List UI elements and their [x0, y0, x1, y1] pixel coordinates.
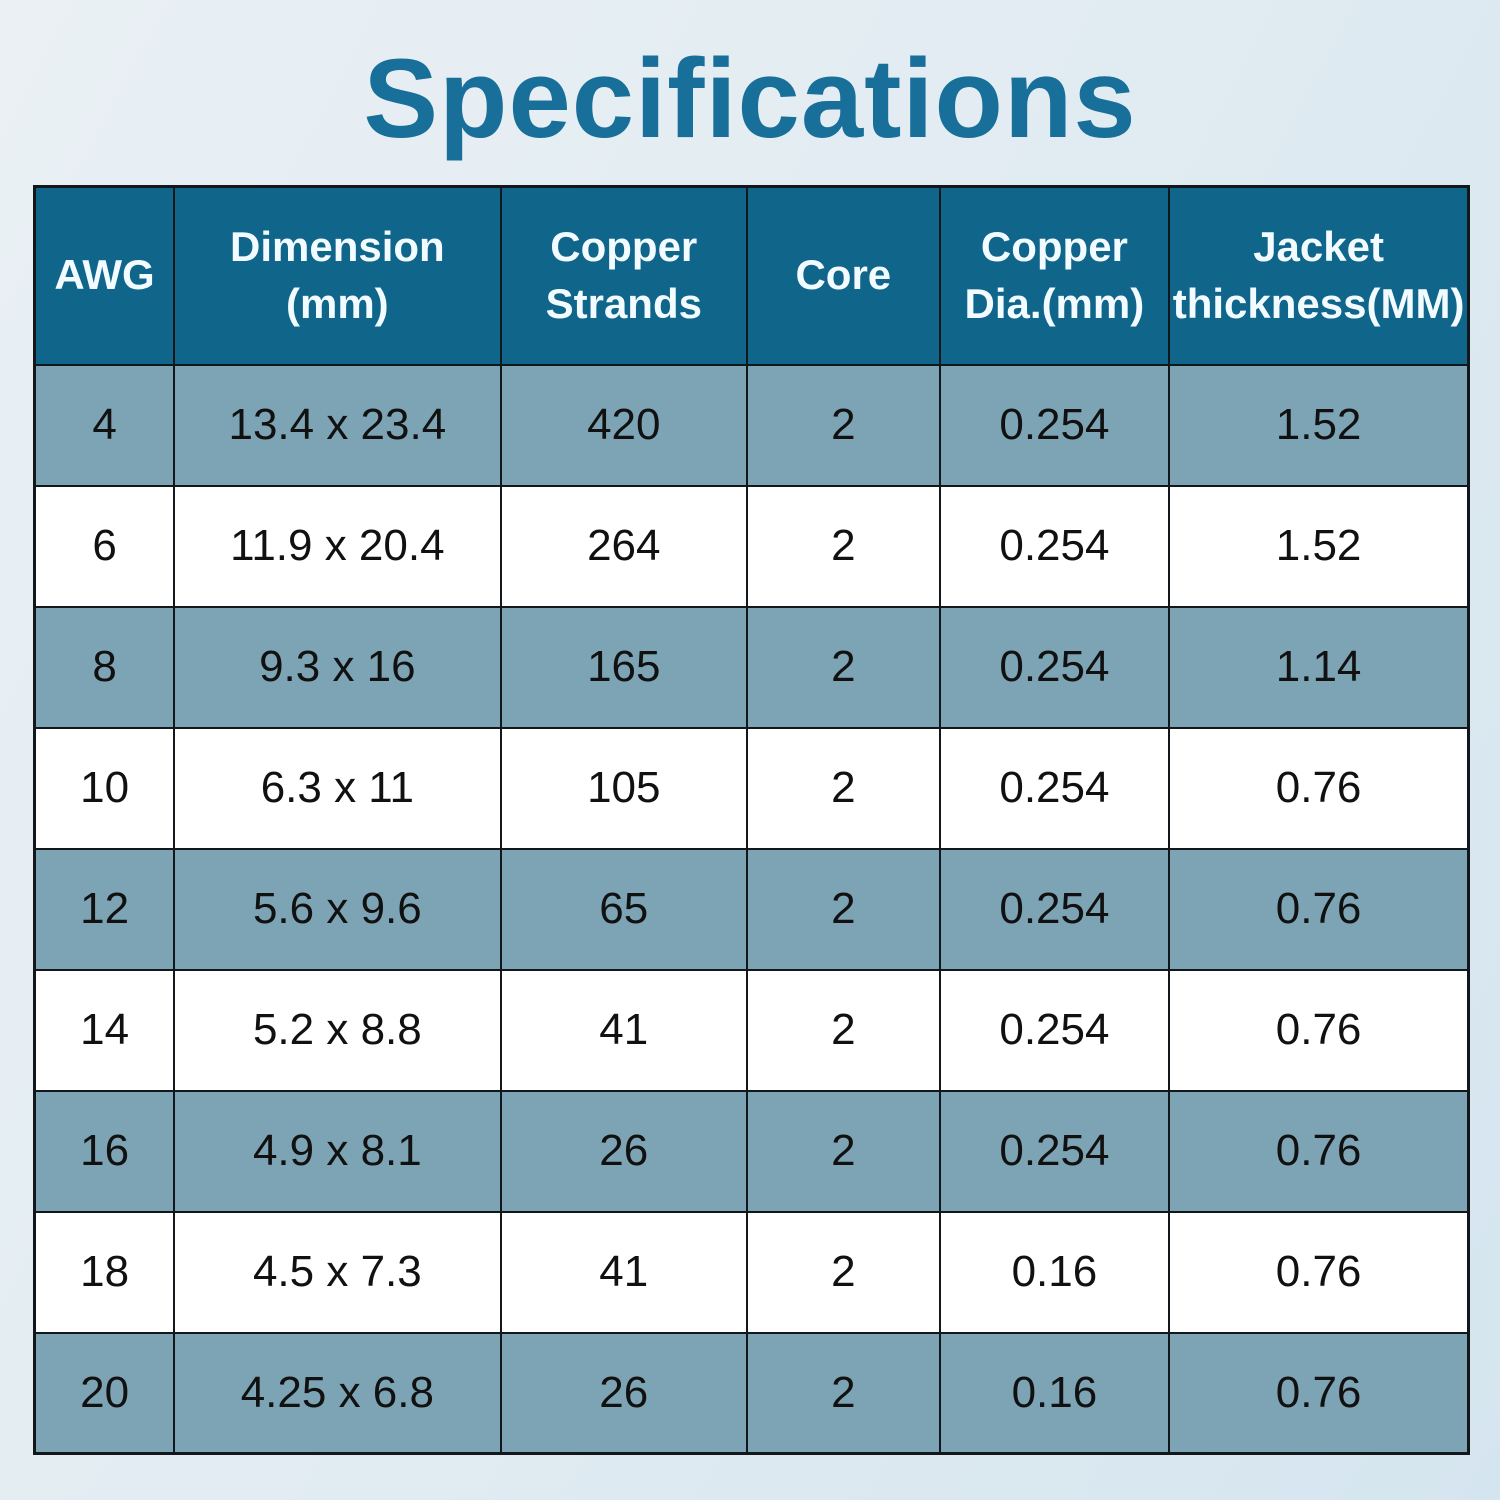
cell-dimension: 9.3 x 16 [173, 605, 502, 729]
cell-copper-strands: 264 [499, 484, 749, 608]
cell-awg: 8 [33, 605, 176, 729]
table-row: 12 5.6 x 9.6 65 2 0.254 0.76 [33, 847, 1470, 971]
cell-jacket-thickness: 0.76 [1168, 1331, 1470, 1455]
table-row: 4 13.4 x 23.4 420 2 0.254 1.52 [33, 363, 1470, 487]
cell-awg: 12 [33, 847, 176, 971]
spec-table-header: AWG Dimension (mm) Copper Strands Core C… [33, 185, 1470, 366]
cell-dimension: 4.9 x 8.1 [173, 1089, 502, 1213]
cell-dimension: 11.9 x 20.4 [173, 484, 502, 608]
cell-core: 2 [746, 968, 941, 1092]
cell-dimension: 4.5 x 7.3 [173, 1210, 502, 1334]
cell-awg: 18 [33, 1210, 176, 1334]
spec-table-body: 4 13.4 x 23.4 420 2 0.254 1.52 6 11.9 x … [33, 363, 1470, 1455]
cell-awg: 14 [33, 968, 176, 1092]
table-row: 14 5.2 x 8.8 41 2 0.254 0.76 [33, 968, 1470, 1092]
cell-jacket-thickness: 0.76 [1168, 726, 1470, 850]
cell-copper-dia: 0.254 [938, 726, 1171, 850]
table-row: 18 4.5 x 7.3 41 2 0.16 0.76 [33, 1210, 1470, 1334]
cell-copper-strands: 165 [499, 605, 749, 729]
spec-table: AWG Dimension (mm) Copper Strands Core C… [33, 185, 1470, 1455]
table-row: 20 4.25 x 6.8 26 2 0.16 0.76 [33, 1331, 1470, 1455]
cell-copper-dia: 0.254 [938, 484, 1171, 608]
cell-awg: 20 [33, 1331, 176, 1455]
cell-core: 2 [746, 605, 941, 729]
cell-copper-strands: 26 [499, 1089, 749, 1213]
cell-jacket-thickness: 0.76 [1168, 1210, 1470, 1334]
cell-copper-dia: 0.16 [938, 1331, 1171, 1455]
cell-core: 2 [746, 726, 941, 850]
cell-awg: 6 [33, 484, 176, 608]
cell-dimension: 13.4 x 23.4 [173, 363, 502, 487]
cell-jacket-thickness: 0.76 [1168, 968, 1470, 1092]
page-title: Specifications [363, 36, 1137, 161]
cell-awg: 4 [33, 363, 176, 487]
cell-core: 2 [746, 484, 941, 608]
cell-dimension: 6.3 x 11 [173, 726, 502, 850]
table-row: 10 6.3 x 11 105 2 0.254 0.76 [33, 726, 1470, 850]
cell-copper-dia: 0.16 [938, 1210, 1171, 1334]
column-header-copper-strands: Copper Strands [499, 185, 749, 366]
cell-core: 2 [746, 1089, 941, 1213]
column-header-dimension: Dimension (mm) [173, 185, 502, 366]
cell-copper-strands: 26 [499, 1331, 749, 1455]
table-row: 8 9.3 x 16 165 2 0.254 1.14 [33, 605, 1470, 729]
cell-copper-strands: 41 [499, 968, 749, 1092]
cell-copper-strands: 41 [499, 1210, 749, 1334]
column-header-copper-dia: Copper Dia.(mm) [938, 185, 1171, 366]
cell-copper-dia: 0.254 [938, 968, 1171, 1092]
cell-jacket-thickness: 1.14 [1168, 605, 1470, 729]
cell-core: 2 [746, 1331, 941, 1455]
table-row: 6 11.9 x 20.4 264 2 0.254 1.52 [33, 484, 1470, 608]
cell-core: 2 [746, 847, 941, 971]
cell-jacket-thickness: 0.76 [1168, 1089, 1470, 1213]
cell-copper-strands: 420 [499, 363, 749, 487]
table-row: 16 4.9 x 8.1 26 2 0.254 0.76 [33, 1089, 1470, 1213]
cell-copper-dia: 0.254 [938, 363, 1171, 487]
cell-jacket-thickness: 0.76 [1168, 847, 1470, 971]
cell-awg: 10 [33, 726, 176, 850]
cell-copper-dia: 0.254 [938, 1089, 1171, 1213]
column-header-core: Core [746, 185, 941, 366]
cell-dimension: 5.6 x 9.6 [173, 847, 502, 971]
cell-copper-dia: 0.254 [938, 847, 1171, 971]
cell-copper-dia: 0.254 [938, 605, 1171, 729]
cell-jacket-thickness: 1.52 [1168, 363, 1470, 487]
cell-core: 2 [746, 1210, 941, 1334]
cell-core: 2 [746, 363, 941, 487]
header-row: AWG Dimension (mm) Copper Strands Core C… [33, 185, 1470, 366]
cell-copper-strands: 105 [499, 726, 749, 850]
cell-dimension: 5.2 x 8.8 [173, 968, 502, 1092]
cell-jacket-thickness: 1.52 [1168, 484, 1470, 608]
cell-awg: 16 [33, 1089, 176, 1213]
column-header-awg: AWG [33, 185, 176, 366]
column-header-jacket-thickness: Jacket thickness(MM) [1168, 185, 1470, 366]
cell-copper-strands: 65 [499, 847, 749, 971]
cell-dimension: 4.25 x 6.8 [173, 1331, 502, 1455]
